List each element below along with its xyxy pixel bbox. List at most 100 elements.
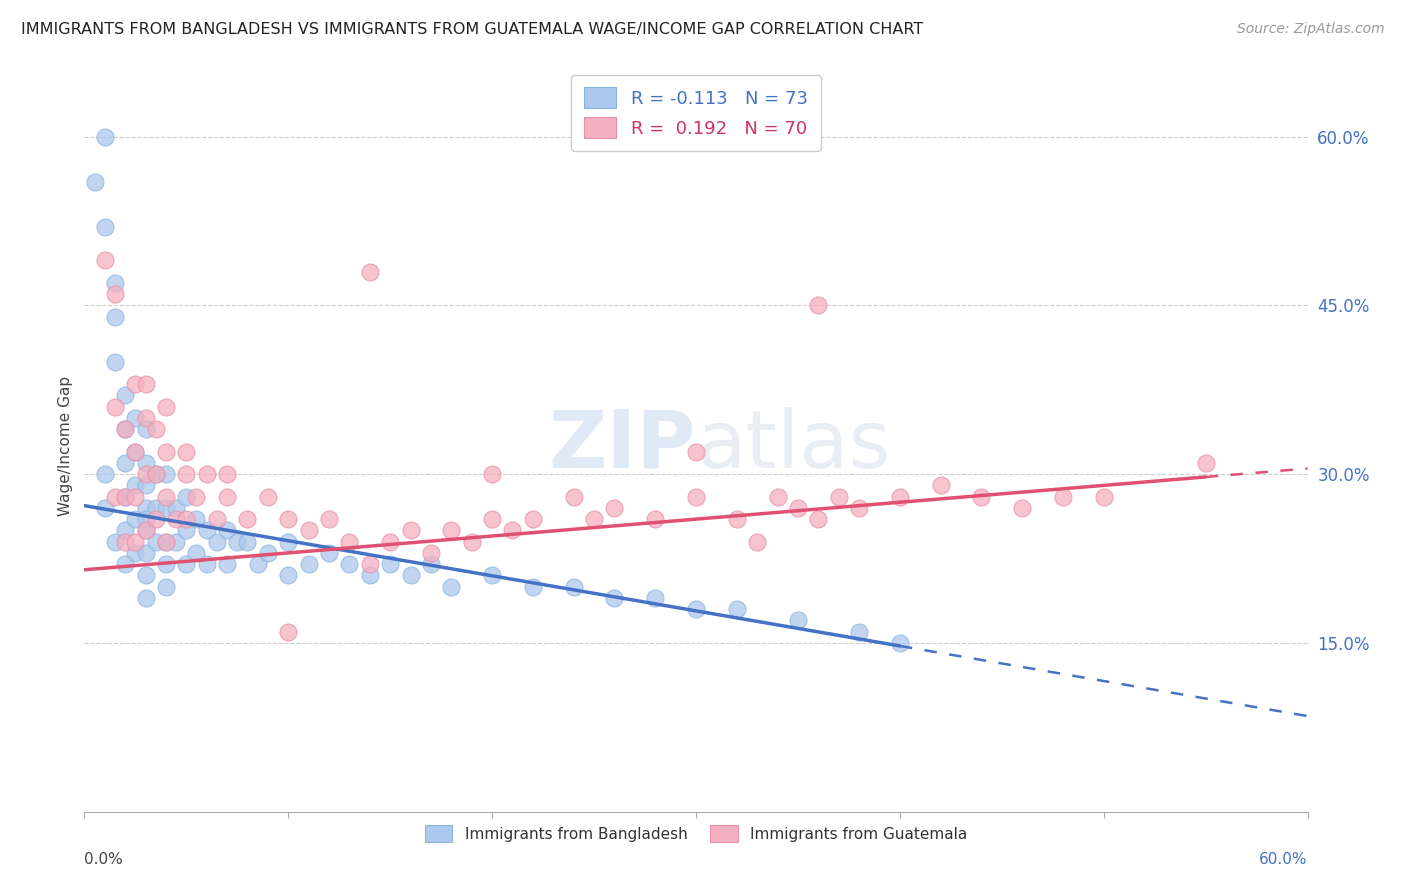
Point (114, 422, 136, 436)
Point (1011, 500, 1033, 515)
Point (93, 500, 115, 515)
Point (257, 546, 280, 560)
Point (685, 602, 707, 616)
Point (1052, 490, 1074, 504)
Point (787, 500, 810, 515)
Point (135, 546, 157, 560)
Point (145, 534, 167, 549)
Point (135, 478, 157, 492)
Y-axis label: Wage/Income Gap: Wage/Income Gap (58, 376, 73, 516)
Point (93, 219, 115, 234)
Text: 0.0%: 0.0% (84, 852, 124, 867)
Point (186, 546, 208, 560)
Text: 60.0%: 60.0% (1260, 852, 1308, 867)
Point (205, 512, 228, 526)
Point (848, 624, 870, 639)
Point (114, 388, 136, 402)
Point (1092, 490, 1115, 504)
Point (399, 524, 422, 538)
Point (787, 614, 810, 628)
Point (145, 467, 167, 482)
Point (644, 591, 666, 605)
Point (380, 534, 402, 549)
Point (114, 490, 136, 504)
Point (93, 253, 115, 268)
Point (124, 546, 146, 560)
Point (186, 512, 208, 526)
Point (155, 467, 177, 482)
Point (93, 129, 115, 144)
Point (603, 591, 626, 605)
Point (124, 478, 146, 492)
Point (217, 557, 239, 571)
Point (277, 624, 299, 639)
Point (195, 524, 218, 538)
Point (685, 490, 707, 504)
Point (145, 512, 167, 526)
Point (155, 557, 177, 571)
Point (83, 175, 105, 189)
Point (380, 557, 402, 571)
Point (522, 580, 544, 594)
Point (562, 580, 585, 594)
Point (174, 557, 197, 571)
Point (277, 512, 299, 526)
Point (217, 467, 239, 482)
Point (420, 546, 443, 560)
Point (104, 534, 127, 549)
Point (217, 524, 239, 538)
Point (114, 524, 136, 538)
Point (246, 557, 269, 571)
Point (298, 524, 321, 538)
Point (481, 512, 503, 526)
Point (174, 524, 197, 538)
Point (104, 490, 127, 504)
Point (766, 490, 789, 504)
Point (562, 490, 585, 504)
Point (195, 467, 218, 482)
Point (298, 557, 321, 571)
Point (318, 512, 340, 526)
Point (807, 298, 830, 312)
Text: IMMIGRANTS FROM BANGLADESH VS IMMIGRANTS FROM GUATEMALA WAGE/INCOME GAP CORRELAT: IMMIGRANTS FROM BANGLADESH VS IMMIGRANTS… (21, 22, 924, 37)
Point (685, 444, 707, 458)
Point (747, 534, 769, 549)
Point (165, 512, 187, 526)
Point (725, 602, 748, 616)
Point (165, 500, 187, 515)
Point (135, 500, 157, 515)
Point (1195, 456, 1218, 470)
Point (124, 444, 146, 458)
Point (970, 490, 993, 504)
Point (277, 568, 299, 582)
Point (104, 287, 127, 301)
Point (399, 568, 422, 582)
Text: atlas: atlas (696, 407, 890, 485)
Point (104, 400, 127, 414)
Point (104, 354, 127, 368)
Point (114, 456, 136, 470)
Point (339, 534, 361, 549)
Point (174, 490, 197, 504)
Point (174, 512, 197, 526)
Point (155, 490, 177, 504)
Legend: Immigrants from Bangladesh, Immigrants from Guatemala: Immigrants from Bangladesh, Immigrants f… (416, 815, 976, 852)
Point (114, 557, 136, 571)
Point (889, 636, 911, 650)
Point (155, 400, 177, 414)
Point (124, 377, 146, 392)
Point (165, 534, 187, 549)
Point (318, 546, 340, 560)
Point (205, 534, 228, 549)
Point (145, 422, 167, 436)
Point (135, 524, 157, 538)
Point (929, 478, 952, 492)
Point (93, 467, 115, 482)
Point (135, 422, 157, 436)
Point (124, 444, 146, 458)
Point (807, 512, 830, 526)
Point (135, 568, 157, 582)
Point (481, 568, 503, 582)
Point (104, 310, 127, 324)
Point (359, 264, 381, 278)
